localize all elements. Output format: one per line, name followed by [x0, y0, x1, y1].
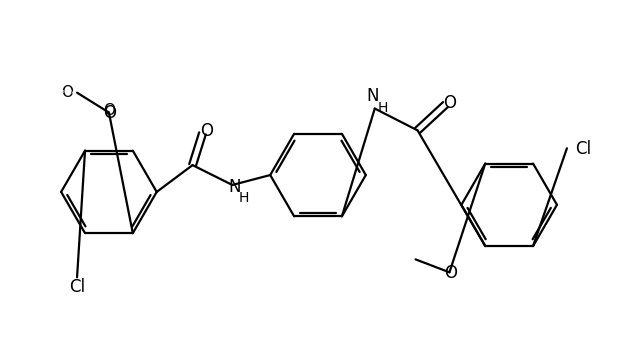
Text: O: O — [104, 104, 116, 122]
Text: H: H — [378, 101, 388, 114]
Text: O: O — [200, 122, 213, 140]
Text: Cl: Cl — [575, 140, 591, 158]
Text: N: N — [367, 87, 379, 105]
Text: H: H — [238, 191, 248, 205]
Text: N: N — [228, 178, 241, 196]
Text: O: O — [103, 103, 115, 118]
Text: Cl: Cl — [69, 278, 85, 296]
Text: O: O — [443, 94, 456, 111]
Text: O: O — [444, 264, 457, 282]
Text: O: O — [61, 85, 73, 100]
Text: methoxy: methoxy — [51, 89, 76, 94]
